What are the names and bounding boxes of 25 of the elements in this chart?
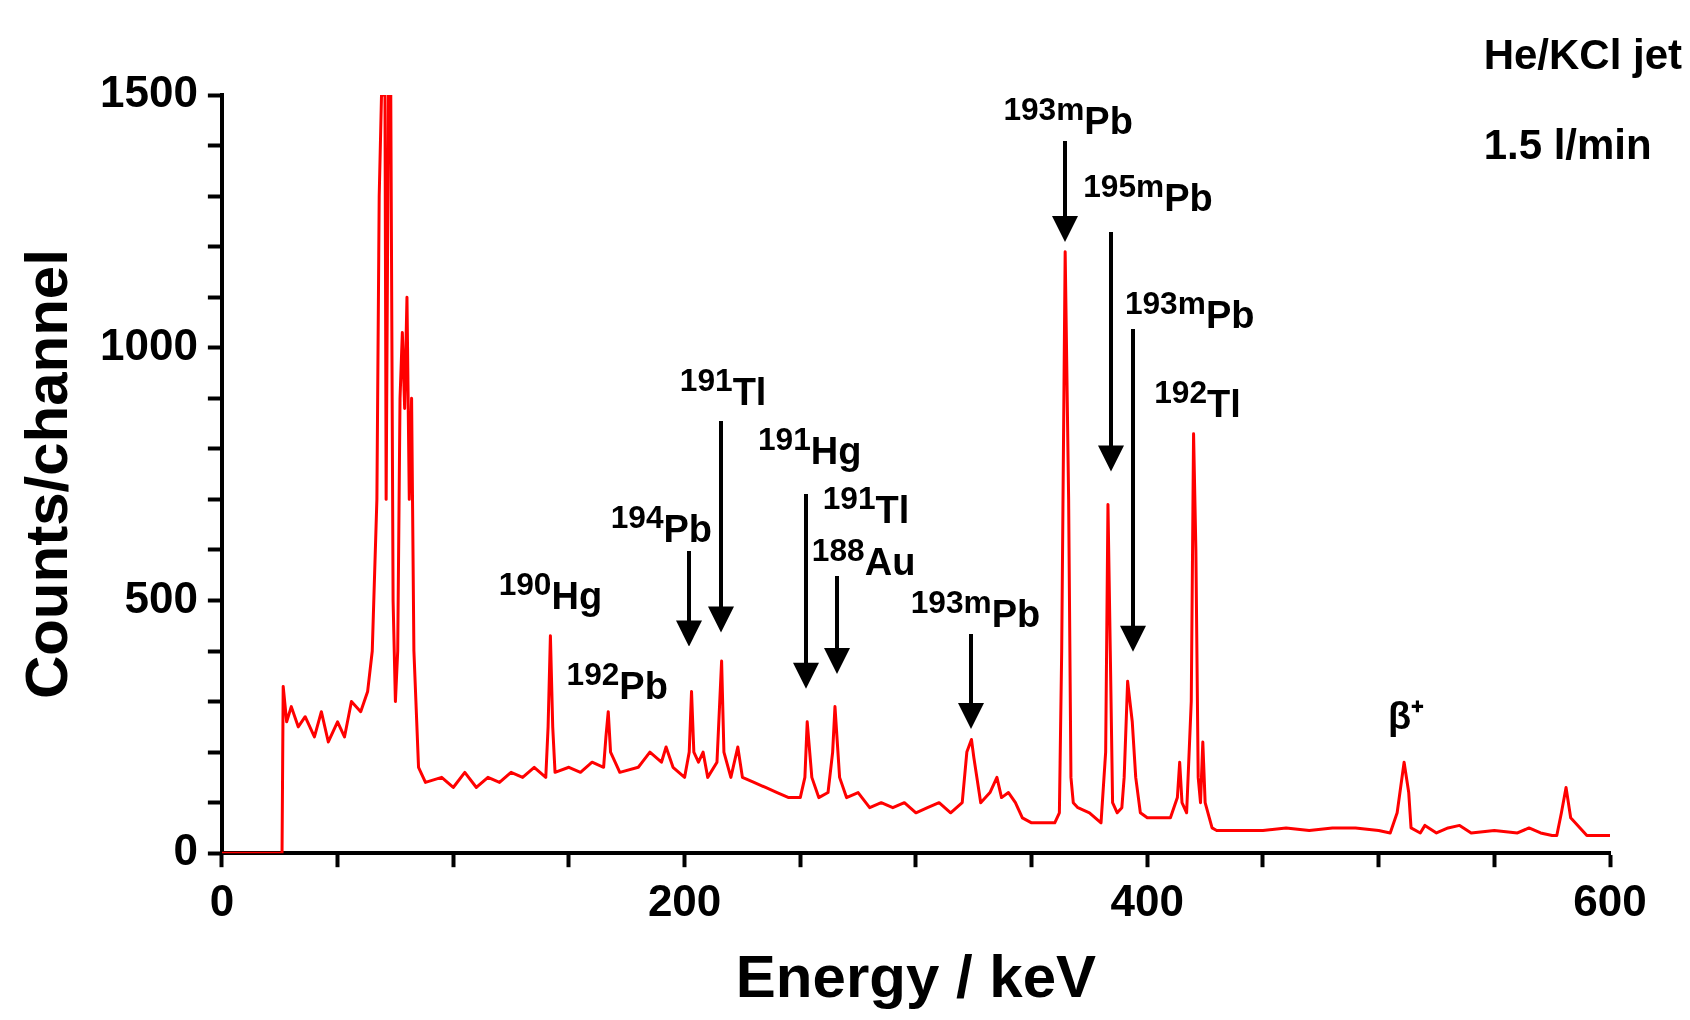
annotation: β⁺ xyxy=(1387,695,1425,738)
annotation: $^{193m}$Pb xyxy=(1003,90,1133,142)
text: He/KCl jet xyxy=(1483,30,1682,80)
x-tick-label: 0 xyxy=(209,875,235,925)
annotation: $^{192}$Pb xyxy=(566,655,668,707)
annotation: $^{191}$Hg xyxy=(758,421,862,472)
annotation: $^{193m}$Pb xyxy=(1124,285,1255,336)
y-tick-label: 0 xyxy=(173,825,198,875)
annotation: $^{194}$Pb xyxy=(610,498,713,550)
x-tick-label: 400 xyxy=(1110,875,1185,925)
annotation: 1.5 l/min xyxy=(1483,120,1653,170)
annotation: $^{193m}$Pb xyxy=(910,584,1041,636)
annotation: $^{190}$Hg xyxy=(498,566,603,617)
y-tick-label: 1500 xyxy=(99,67,198,117)
y-tick-label: 1000 xyxy=(99,319,198,369)
annotation: $^{192}$Tl xyxy=(1154,373,1241,425)
x-axis-title: Energy / keV xyxy=(735,942,1097,1010)
annotation: $^{188}$Au xyxy=(811,532,916,584)
annotation: $^{195m}$Pb xyxy=(1083,168,1213,219)
x-tick-label: 200 xyxy=(647,875,722,925)
annotation: $^{191}$Tl xyxy=(679,361,767,413)
annotation: $^{191}$Tl xyxy=(822,479,910,531)
y-tick-label: 500 xyxy=(124,572,198,622)
y-axis-title: Counts/channel xyxy=(12,249,80,700)
x-tick-label: 600 xyxy=(1573,875,1647,925)
